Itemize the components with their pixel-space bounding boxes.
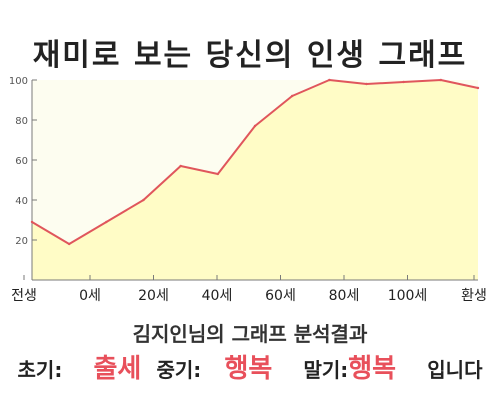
data-point [216,172,220,176]
x-tick-label: 40세 [202,288,233,304]
data-point [476,86,480,90]
data-point [253,124,257,128]
analysis-result: 초기: 출세 중기: 행복 말기:행복 입니다 [0,348,500,385]
middle-label: 중기: [156,358,202,382]
x-tick-label: 20세 [138,288,169,304]
data-point [402,80,405,84]
early-value: 출세 [93,354,142,384]
x-tick-label: 환생 [461,288,487,304]
y-tick-label: 60 [15,156,28,167]
middle-value: 행복 [224,354,273,384]
area-fill [32,80,478,280]
x-tick-label: 전생 [11,288,37,304]
x-tick-label: 80세 [329,288,360,304]
data-point [105,220,108,224]
analysis-heading: 김지인님의 그래프 분석결과 [132,322,368,346]
data-point [328,78,331,82]
late-label: 말기: [303,358,349,382]
data-point [30,220,34,224]
data-point [290,94,294,98]
life-graph-chart: 20 40 60 80 100 전생 0세 20세 40세 60세 80세 100세 환생 [9,76,487,304]
data-point [365,82,368,86]
data-point [142,198,145,202]
ending-text: 입니다 [427,358,483,382]
data-point [439,78,443,82]
chart-title: 재미로 보는 당신의 인생 그래프 [32,38,468,73]
x-tick-label: 100세 [388,288,428,304]
y-tick-label: 100 [9,76,28,87]
early-label: 초기: [17,358,63,382]
data-point [67,242,71,246]
y-tick-label: 20 [15,236,28,247]
y-tick-label: 40 [15,196,28,207]
y-tick-label: 80 [15,116,28,127]
x-tick-label: 60세 [265,288,296,304]
data-point [179,164,182,168]
x-tick-label: 0세 [79,288,101,304]
late-value: 행복 [348,354,397,384]
